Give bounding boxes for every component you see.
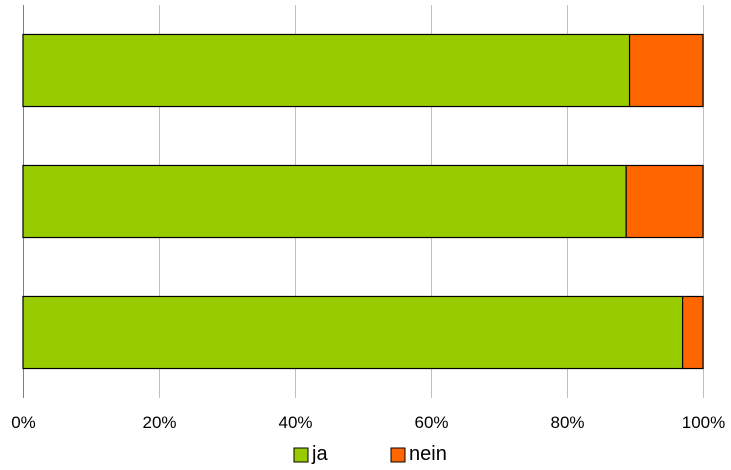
bar-nein-3 — [681, 295, 704, 370]
legend-swatch-nein — [390, 447, 406, 463]
x-tick-label-0: 0% — [11, 413, 36, 432]
x-tick-label-3: 60% — [414, 413, 448, 432]
bars — [22, 33, 704, 370]
x-tick-label-1: 20% — [142, 413, 176, 432]
x-tick-label-4: 80% — [550, 413, 584, 432]
x-tick-labels: 0% 20% 40% 60% 80% 100% — [11, 413, 725, 432]
bar-ja-1 — [22, 33, 631, 108]
x-tick-label-2: 40% — [278, 413, 312, 432]
bar-nein-2 — [625, 164, 704, 239]
legend-label-ja: ja — [311, 443, 328, 465]
bar-nein-1 — [628, 33, 704, 108]
bar-ja-3 — [22, 295, 684, 370]
legend: ja nein — [293, 443, 447, 465]
x-tick-label-5: 100% — [682, 413, 725, 432]
legend-label-nein: nein — [409, 443, 447, 465]
legend-swatch-ja — [293, 447, 309, 463]
bar-ja-2 — [22, 164, 627, 239]
